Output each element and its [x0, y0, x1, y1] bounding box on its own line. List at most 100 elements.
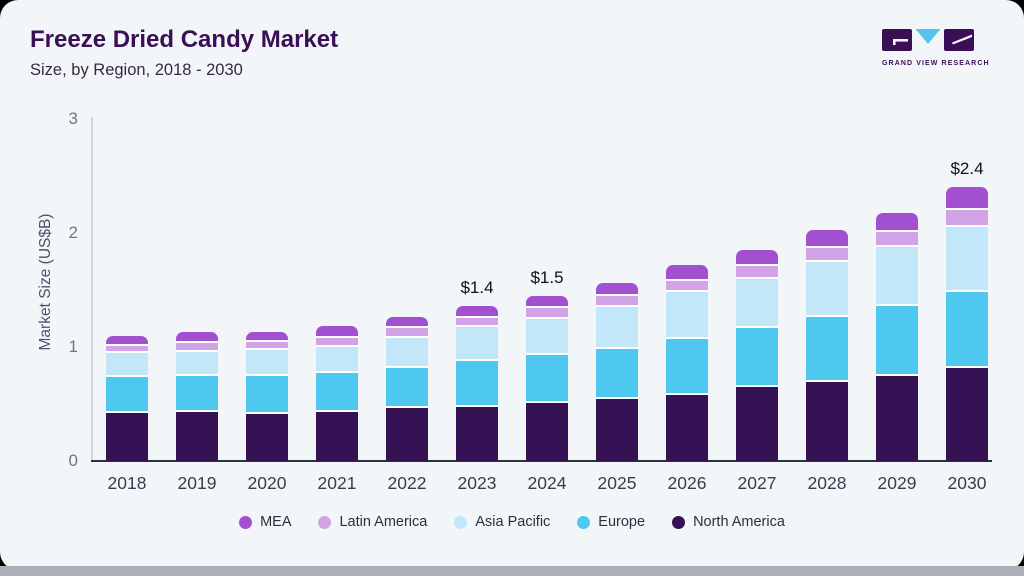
legend-item-mea: MEA: [239, 514, 291, 530]
segment-mea: [736, 250, 778, 264]
bar-2029: [876, 213, 918, 461]
segment-mea: [316, 326, 358, 336]
segment-europe: [316, 371, 358, 410]
y-tick-label: 2: [68, 223, 78, 242]
legend-item-europe: Europe: [577, 514, 645, 530]
segment-europe: [876, 304, 918, 374]
segment-asia-pacific: [456, 325, 498, 359]
segment-europe: [526, 353, 568, 401]
segment-latin-america: [736, 264, 778, 277]
segment-north-america: [666, 393, 708, 461]
segment-europe: [106, 375, 148, 411]
segment-europe: [806, 315, 848, 380]
legend-label: MEA: [260, 514, 292, 530]
y-axis-ticks: 0 1 2 3: [40, 109, 78, 470]
bar-2025: [596, 283, 638, 461]
segment-europe: [246, 374, 288, 412]
segment-latin-america: [946, 208, 988, 225]
segment-north-america: [106, 411, 148, 461]
segment-asia-pacific: [946, 225, 988, 290]
legend-swatch: [577, 515, 591, 529]
y-tick-label: 3: [68, 109, 78, 128]
data-label: $1.5: [530, 268, 564, 287]
x-tick-label: 2024: [527, 473, 567, 493]
x-tick-label: 2026: [667, 473, 707, 493]
segment-mea: [946, 187, 988, 208]
legend-item-north-america: North America: [672, 514, 785, 530]
x-tick-label: 2018: [107, 473, 147, 493]
legend-item-latin-america: Latin America: [318, 514, 427, 530]
segment-north-america: [806, 380, 848, 461]
segment-mea: [386, 317, 428, 326]
segment-mea: [106, 336, 148, 344]
legend-label: Europe: [598, 514, 646, 530]
page-title: Freeze Dried Candy Market: [30, 26, 339, 53]
x-axis-line: [91, 460, 992, 462]
x-tick-label: 2028: [807, 473, 847, 493]
segment-mea: [876, 213, 918, 230]
x-tick-label: 2021: [317, 473, 357, 493]
legend-swatch: [672, 515, 686, 529]
segment-latin-america: [106, 344, 148, 351]
segment-latin-america: [316, 336, 358, 345]
x-tick-label: 2025: [597, 473, 637, 493]
segment-europe: [456, 359, 498, 405]
segment-north-america: [946, 366, 988, 461]
bar-2024: [526, 296, 568, 461]
bar-2018: [106, 336, 148, 461]
segment-north-america: [596, 397, 638, 461]
x-tick-label: 2019: [177, 473, 217, 493]
bar-2028: [806, 230, 848, 461]
data-label: $1.4: [460, 278, 494, 297]
gvr-logo-icon: [882, 29, 974, 51]
x-axis-labels: 2018 2019 2020 2021 2022 2023 2024 2025 2026 2027…: [92, 473, 988, 495]
segment-mea: [806, 230, 848, 246]
segment-asia-pacific: [176, 350, 218, 374]
bar-2022: [386, 317, 428, 461]
legend-swatch: [454, 515, 468, 529]
segment-latin-america: [176, 341, 218, 350]
segment-latin-america: [456, 316, 498, 325]
gvr-logo-wordmark: GRAND VIEW RESEARCH: [882, 60, 990, 67]
segment-mea: [596, 283, 638, 294]
bar-2021: [316, 326, 358, 461]
legend-label: Asia Pacific: [475, 514, 551, 530]
segment-europe: [736, 326, 778, 385]
segment-north-america: [386, 406, 428, 461]
segment-north-america: [876, 374, 918, 461]
x-tick-label: 2027: [737, 473, 777, 493]
segment-north-america: [246, 412, 288, 461]
legend-item-asia-pacific: Asia Pacific: [454, 514, 550, 530]
segment-latin-america: [246, 340, 288, 348]
segment-asia-pacific: [596, 305, 638, 347]
segment-europe: [596, 347, 638, 397]
segment-asia-pacific: [316, 345, 358, 371]
segment-mea: [526, 296, 568, 306]
segment-latin-america: [876, 230, 918, 245]
x-tick-label: 2023: [457, 473, 497, 493]
segment-asia-pacific: [806, 260, 848, 315]
page-subtitle: Size, by Region, 2018 - 2030: [30, 61, 243, 79]
segment-north-america: [526, 401, 568, 461]
legend-swatch: [318, 515, 332, 529]
bar-2023: [456, 306, 498, 461]
x-tick-label: 2020: [247, 473, 287, 493]
y-tick-label: 1: [68, 337, 78, 356]
bar-2027: [736, 250, 778, 461]
plot-area: $1.4 $1.5 $2.4: [92, 119, 988, 461]
bar-2030: [946, 187, 988, 461]
segment-latin-america: [526, 306, 568, 317]
segment-europe: [666, 337, 708, 393]
bottom-edge: [0, 566, 1024, 576]
segment-mea: [246, 332, 288, 340]
segment-asia-pacific: [106, 351, 148, 375]
y-tick-label: 0: [68, 451, 78, 470]
segment-latin-america: [806, 246, 848, 260]
bar-2019: [176, 332, 218, 461]
legend-label: Latin America: [339, 514, 428, 530]
data-label: $2.4: [950, 159, 984, 178]
chart-legend: MEA Latin America Asia Pacific Europe North …: [0, 514, 1024, 530]
legend-label: North America: [693, 514, 785, 530]
segment-latin-america: [386, 326, 428, 336]
segment-asia-pacific: [386, 336, 428, 366]
